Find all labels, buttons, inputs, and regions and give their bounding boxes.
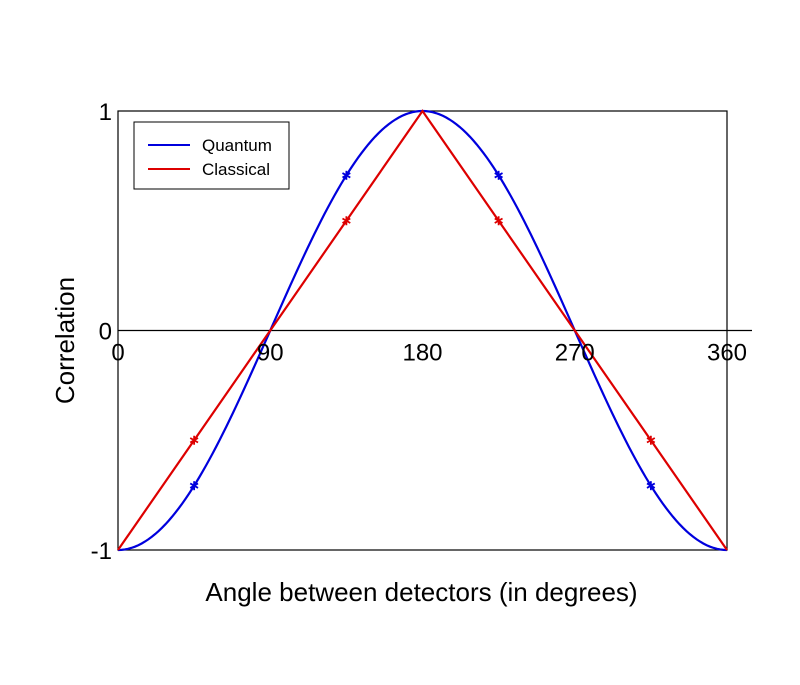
x-tick-label: 360 <box>707 340 747 367</box>
x-tick-label: 270 <box>555 340 595 367</box>
markers-group <box>189 170 656 491</box>
series-line-classical <box>117 109 728 551</box>
y-tick-label: -1 <box>91 538 112 565</box>
legend-label-classical: Classical <box>202 160 270 179</box>
legend-label-quantum: Quantum <box>202 136 272 155</box>
y-tick-label: 1 <box>99 99 112 126</box>
legend: Quantum Classical <box>133 121 290 190</box>
x-tick-label: 90 <box>257 340 284 367</box>
data-point-quantum <box>342 170 351 180</box>
x-tick-labels: 0 90 180 270 360 <box>111 340 747 367</box>
x-axis-title: Angle between detectors (in degrees) <box>205 577 637 607</box>
data-point-quantum <box>494 170 503 180</box>
data-point-classical <box>189 435 199 445</box>
x-tick-label: 180 <box>402 340 442 367</box>
y-axis-title: Correlation <box>50 277 80 404</box>
data-point-quantum <box>189 481 199 491</box>
x-tick-label: 0 <box>111 340 124 367</box>
data-point-quantum <box>646 481 656 491</box>
data-point-classical <box>342 216 351 226</box>
data-point-classical <box>494 216 503 226</box>
data-point-classical <box>646 435 656 445</box>
y-tick-labels: 1 0 -1 <box>91 99 112 565</box>
series-group <box>117 109 728 552</box>
legend-box <box>133 121 290 190</box>
y-tick-label: 0 <box>99 319 112 346</box>
